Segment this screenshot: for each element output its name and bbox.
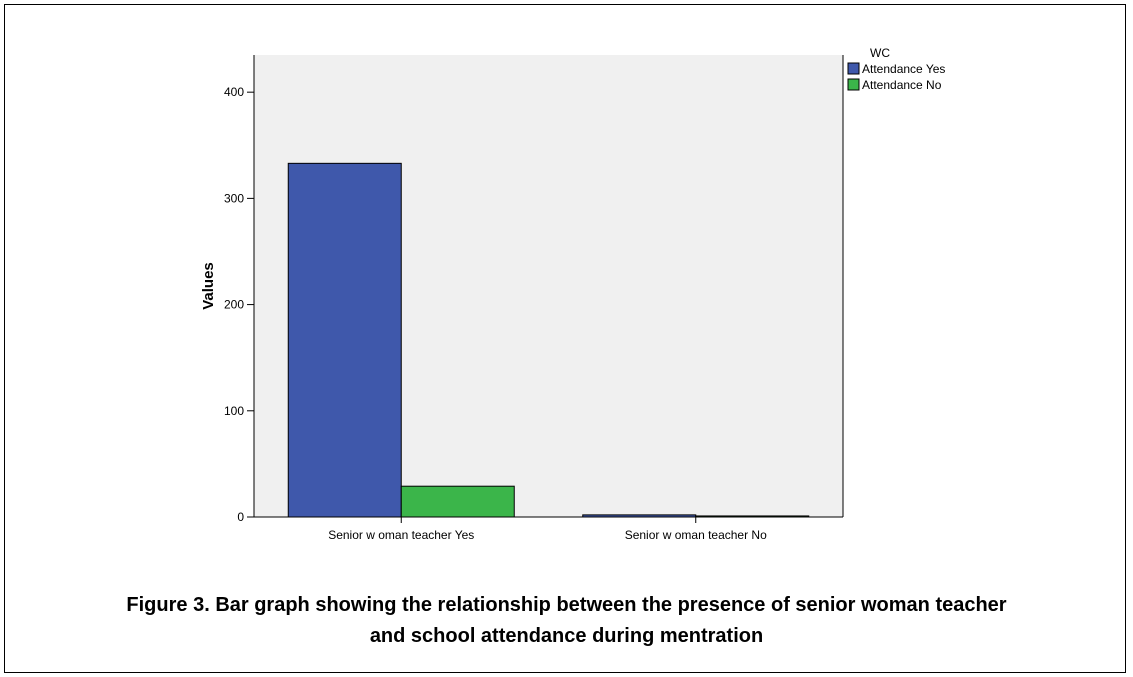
figure-caption: Figure 3. Bar graph showing the relation… xyxy=(0,590,1133,652)
y-tick-label: 0 xyxy=(237,510,244,524)
bar-attendance-no-1 xyxy=(400,485,515,518)
legend-label: Attendance No xyxy=(862,78,942,92)
legend-label: Attendance Yes xyxy=(862,62,945,76)
y-tick-label: 400 xyxy=(224,85,244,99)
bar-attendance-yes-1 xyxy=(287,162,402,518)
legend-title: WC xyxy=(870,46,890,60)
x-tick-label: Senior w oman teacher No xyxy=(625,528,767,542)
x-ticks: Senior w oman teacher Yes Senior w oman t… xyxy=(328,517,767,542)
bars xyxy=(287,162,810,518)
caption-line-1: Figure 3. Bar graph showing the relation… xyxy=(126,594,1007,616)
y-ticks: 0 100 200 300 400 xyxy=(224,85,254,524)
y-tick-label: 300 xyxy=(224,191,244,205)
y-tick-label: 100 xyxy=(224,404,244,418)
caption-line-2: and school attendance during mentration xyxy=(369,625,764,647)
legend-swatch xyxy=(847,62,860,75)
bar-attendance-yes-2 xyxy=(582,514,697,518)
legend-swatch xyxy=(847,78,860,91)
y-tick-label: 200 xyxy=(224,298,244,312)
x-tick-label: Senior w oman teacher Yes xyxy=(328,528,474,542)
legend: WC Attendance Yes Attendance No xyxy=(847,46,945,92)
bar-attendance-no-2 xyxy=(695,515,810,518)
y-axis-label: Values xyxy=(200,262,217,310)
